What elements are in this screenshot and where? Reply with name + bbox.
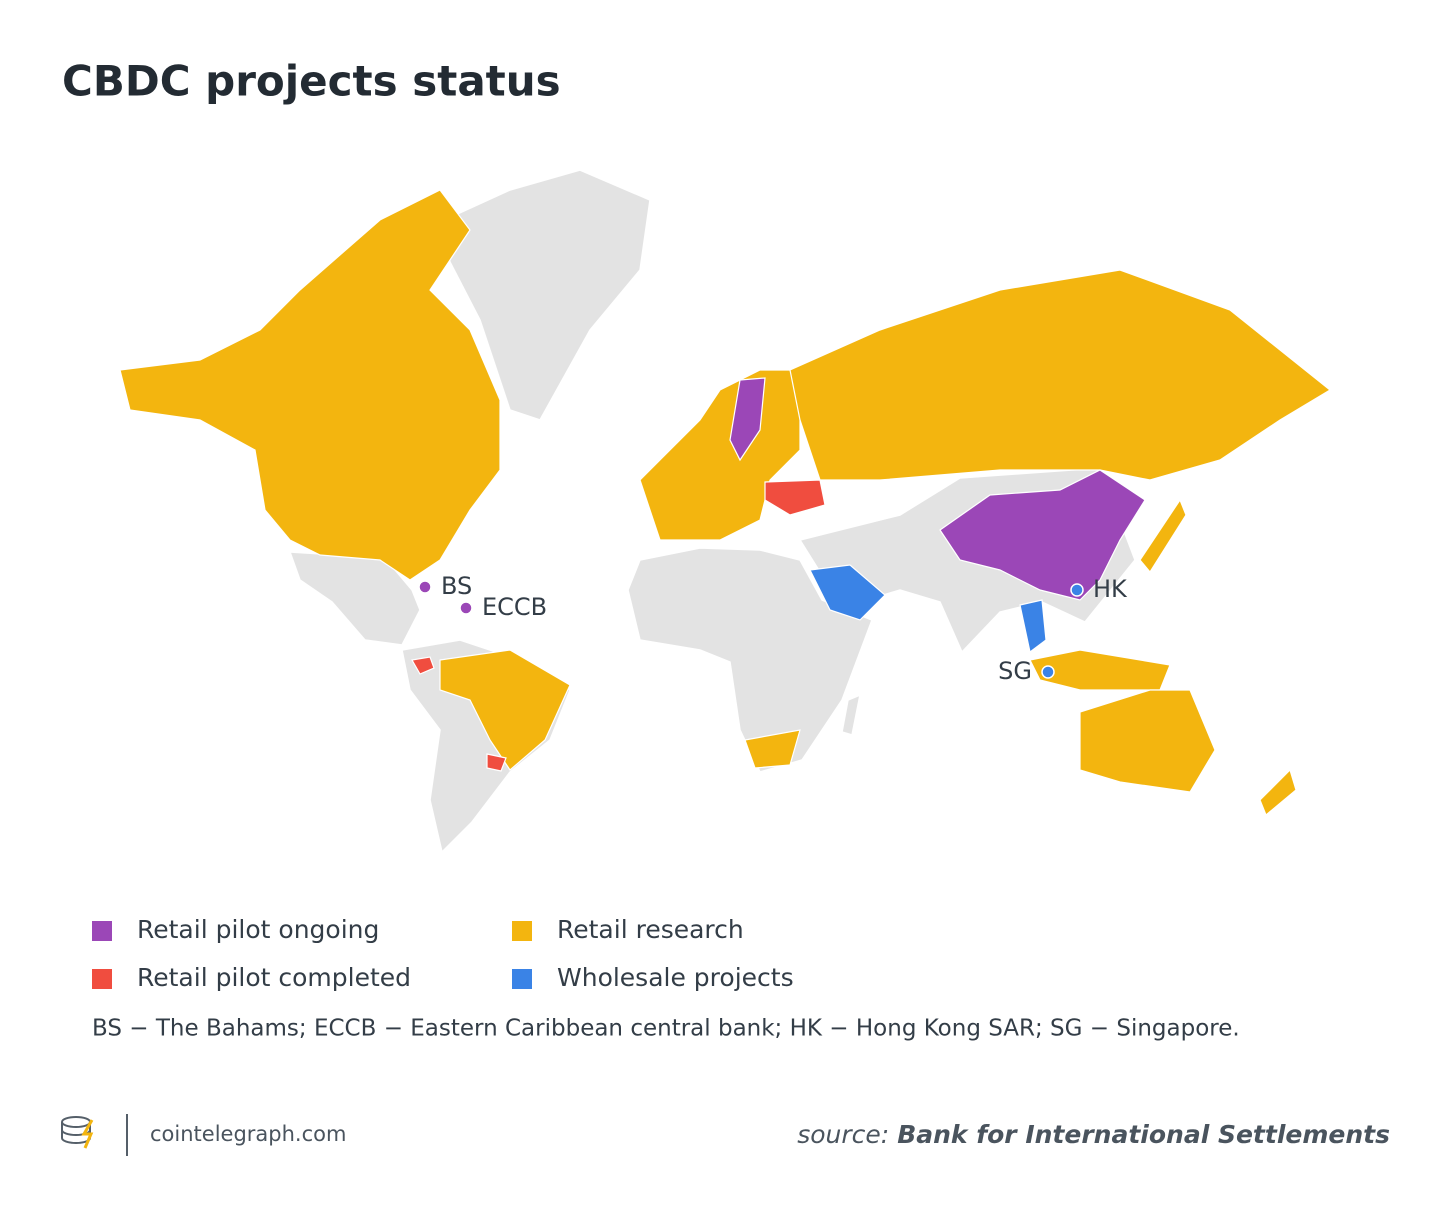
legend-swatch: [512, 921, 532, 941]
source: source: Bank for International Settlemen…: [797, 1120, 1390, 1149]
greenland: [439, 169, 651, 421]
source-prefix: source:: [797, 1120, 889, 1149]
marker-label: HK: [1093, 575, 1128, 603]
russia: [789, 269, 1332, 481]
footer: cointelegraph.com source: Bank for Inter…: [61, 1114, 1390, 1156]
australia: [1079, 689, 1216, 793]
legend-label: Retail pilot ongoing: [137, 915, 379, 944]
legend-label: Retail pilot completed: [137, 963, 411, 992]
saudi-arabia: [809, 564, 886, 621]
legend-swatch: [92, 921, 112, 941]
ecuador: [411, 656, 435, 675]
title: CBDC projects status: [62, 57, 561, 106]
legend-swatch: [512, 969, 532, 989]
sweden: [729, 377, 766, 462]
legend-label: Retail research: [557, 915, 744, 944]
marker-dot: [1041, 665, 1055, 679]
brand: cointelegraph.com: [150, 1122, 346, 1146]
africa: [627, 547, 873, 773]
uruguay: [486, 753, 507, 772]
footnote: BS − The Bahams; ECCB − Eastern Caribbea…: [92, 1016, 1240, 1042]
europe: [639, 369, 801, 541]
marker-dot: [459, 601, 473, 615]
legend-label: Wholesale projects: [557, 963, 794, 992]
world-map: [119, 169, 1332, 854]
madagascar: [841, 693, 862, 736]
japan: [1139, 498, 1187, 574]
new-zealand: [1259, 768, 1297, 816]
marker-label: ECCB: [482, 593, 547, 621]
marker-label: BS: [441, 572, 472, 600]
legend-swatch: [92, 969, 112, 989]
china: [939, 469, 1146, 601]
marker-label: SG: [998, 657, 1032, 685]
marker-dot: [418, 580, 432, 594]
thailand: [1019, 599, 1047, 654]
canada-usa: [119, 189, 501, 581]
logo-icon: [61, 1116, 94, 1149]
map-markers: BS ECCB HK SG: [418, 572, 1128, 685]
marker-dot: [1070, 583, 1084, 597]
south-africa: [744, 729, 801, 769]
ukraine: [764, 479, 826, 516]
legend: Retail pilot ongoing Retail pilot complet…: [92, 915, 794, 992]
source-name: Bank for International Settlements: [897, 1120, 1390, 1149]
brazil: [439, 649, 571, 771]
